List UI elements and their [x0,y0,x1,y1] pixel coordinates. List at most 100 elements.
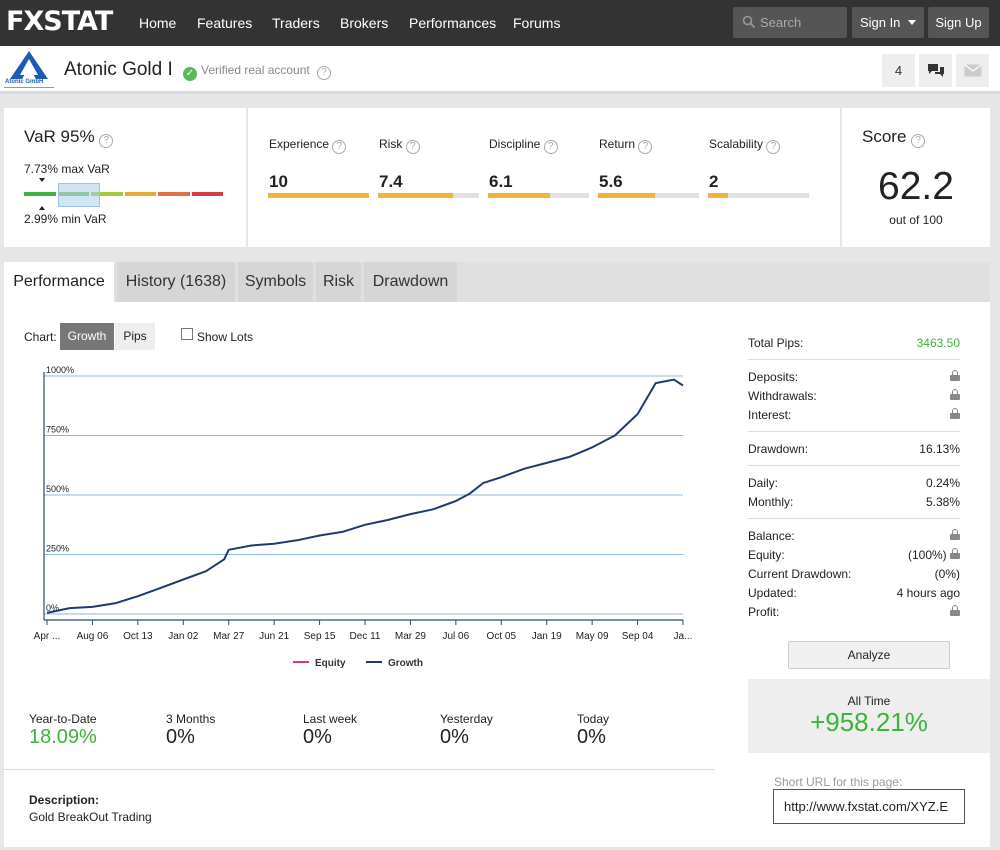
metrics-panel [248,108,840,247]
score-title: Score ? [862,127,926,148]
var-panel [4,108,246,247]
help-icon[interactable]: ? [543,140,558,154]
metric-value: 6.1 [489,172,513,191]
metric-label-text: Experience [269,137,330,151]
metric-value: 7.4 [379,172,403,191]
x-tick-label: Jun 21 [259,631,289,642]
nav-brokers[interactable]: Brokers [340,15,389,31]
divider [748,465,960,466]
stat-value: (100%) [908,548,960,562]
x-tick-label: Mar 29 [395,631,427,642]
stat-withdrawals: Withdrawals: [748,389,960,403]
verified-badge: ✓ Verified real account ? [183,63,332,81]
check-icon: ✓ [183,67,197,81]
help-icon[interactable]: ? [332,140,347,154]
all-time-value: +958.21% [810,707,928,737]
var-segment [24,192,56,196]
nav-forums[interactable]: Forums [513,15,561,31]
metric-bar-fill [488,193,550,198]
period-value: 18.09% [29,726,97,748]
help-icon[interactable]: ? [766,140,781,154]
short-url-field[interactable] [773,789,965,824]
growth-chart: 1000% 750% 500% 250% 0% Apr ... Aug 06 Oct 13 Ja… [34,365,693,669]
nav-traders[interactable]: Traders [272,15,320,31]
x-tick-label: Sep 15 [304,631,336,642]
var-segment [158,192,190,196]
growth-button[interactable]: Growth [60,323,114,350]
nav-home[interactable]: Home [139,15,177,31]
tab-performance[interactable]: Performance [4,262,114,302]
help-icon[interactable]: ? [317,66,332,80]
legend-label: Equity [315,658,346,669]
metric-label-text: Risk [379,137,403,151]
metric-bar-fill [378,193,453,198]
x-tick-label: Jul 06 [443,631,470,642]
period-label: Last week [303,712,358,726]
tab-symbols[interactable]: Symbols [238,262,313,302]
stat-balance: Balance: [748,529,960,543]
stat-label: Monthly: [748,495,794,509]
all-time-box [748,679,990,753]
y-tick-label: 750% [46,425,69,435]
metric-bar-fill [598,193,655,198]
help-icon[interactable]: ? [99,134,114,148]
y-tick-label: 1000% [46,365,74,375]
fxstat-logo[interactable]: FXSTAT [6,6,113,37]
atonic-logo [4,51,54,88]
tab-drawdown[interactable]: Drawdown [364,262,457,302]
divider [748,359,960,360]
show-lots-checkbox[interactable] [181,328,193,340]
help-icon[interactable]: ? [911,134,926,148]
follower-count[interactable]: 4 [882,54,915,87]
stat-value: 0.24% [925,476,960,490]
account-header: Atonic GmbH Atonic Gold I ✓ Verified real… [0,46,1000,94]
x-tick-label: May 09 [576,631,609,642]
growth-series-line [46,378,684,614]
metric-bar-fill [708,193,729,198]
stat-label: Profit: [748,605,780,619]
period-value: 0% [577,726,606,748]
nav-performances[interactable]: Performances [409,15,497,31]
stat-label: Balance: [748,529,795,543]
var-range-highlight [58,183,100,207]
lock-icon [950,548,960,559]
help-icon[interactable]: ? [638,140,653,154]
pips-button[interactable]: Pips [115,323,155,350]
score-title-text: Score [862,127,907,146]
tab-risk[interactable]: Risk [316,262,361,302]
nav-features[interactable]: Features [197,15,253,31]
stat-deposits: Deposits: [748,370,960,384]
performance-panel [4,302,990,847]
x-tick-label: Jan 19 [532,631,562,642]
atonic-logo-text: Atonic GmbH [5,79,44,85]
tab-history[interactable]: History (1638) [117,262,235,302]
period-label: Today [577,712,610,726]
sign-in-button[interactable]: Sign In [852,7,924,38]
all-time-label: All Time [847,694,891,708]
analyze-button[interactable]: Analyze [788,641,950,669]
stat-label: Daily: [748,476,779,490]
var-segment [124,192,156,196]
stat-label: Current Drawdown: [748,567,852,581]
search-input[interactable]: Search [733,7,847,38]
score-sub: out of 100 [889,213,943,227]
period-value: 0% [303,726,332,748]
stat-monthly: Monthly: 5.38% [748,495,960,509]
x-tick-label: Oct 13 [123,631,153,642]
message-button[interactable] [956,54,989,87]
sign-in-label: Sign In [859,15,901,30]
chat-bubbles-icon [927,64,944,77]
description-label: Description: [29,793,100,807]
x-tick-label: Ja... [674,631,693,642]
x-tick-label: Sep 04 [622,631,654,642]
lock-icon [950,408,960,422]
help-icon[interactable]: ? [405,140,420,154]
stat-updated: Updated: 4 hours ago [748,586,960,600]
comments-button[interactable] [919,54,952,87]
sign-up-button[interactable]: Sign Up [928,7,989,38]
x-tick-label: Dec 11 [350,631,381,642]
divider [748,431,960,432]
divider [748,518,960,519]
metric-label-text: Return [599,137,636,151]
metric-label: Discipline ? [489,137,558,154]
